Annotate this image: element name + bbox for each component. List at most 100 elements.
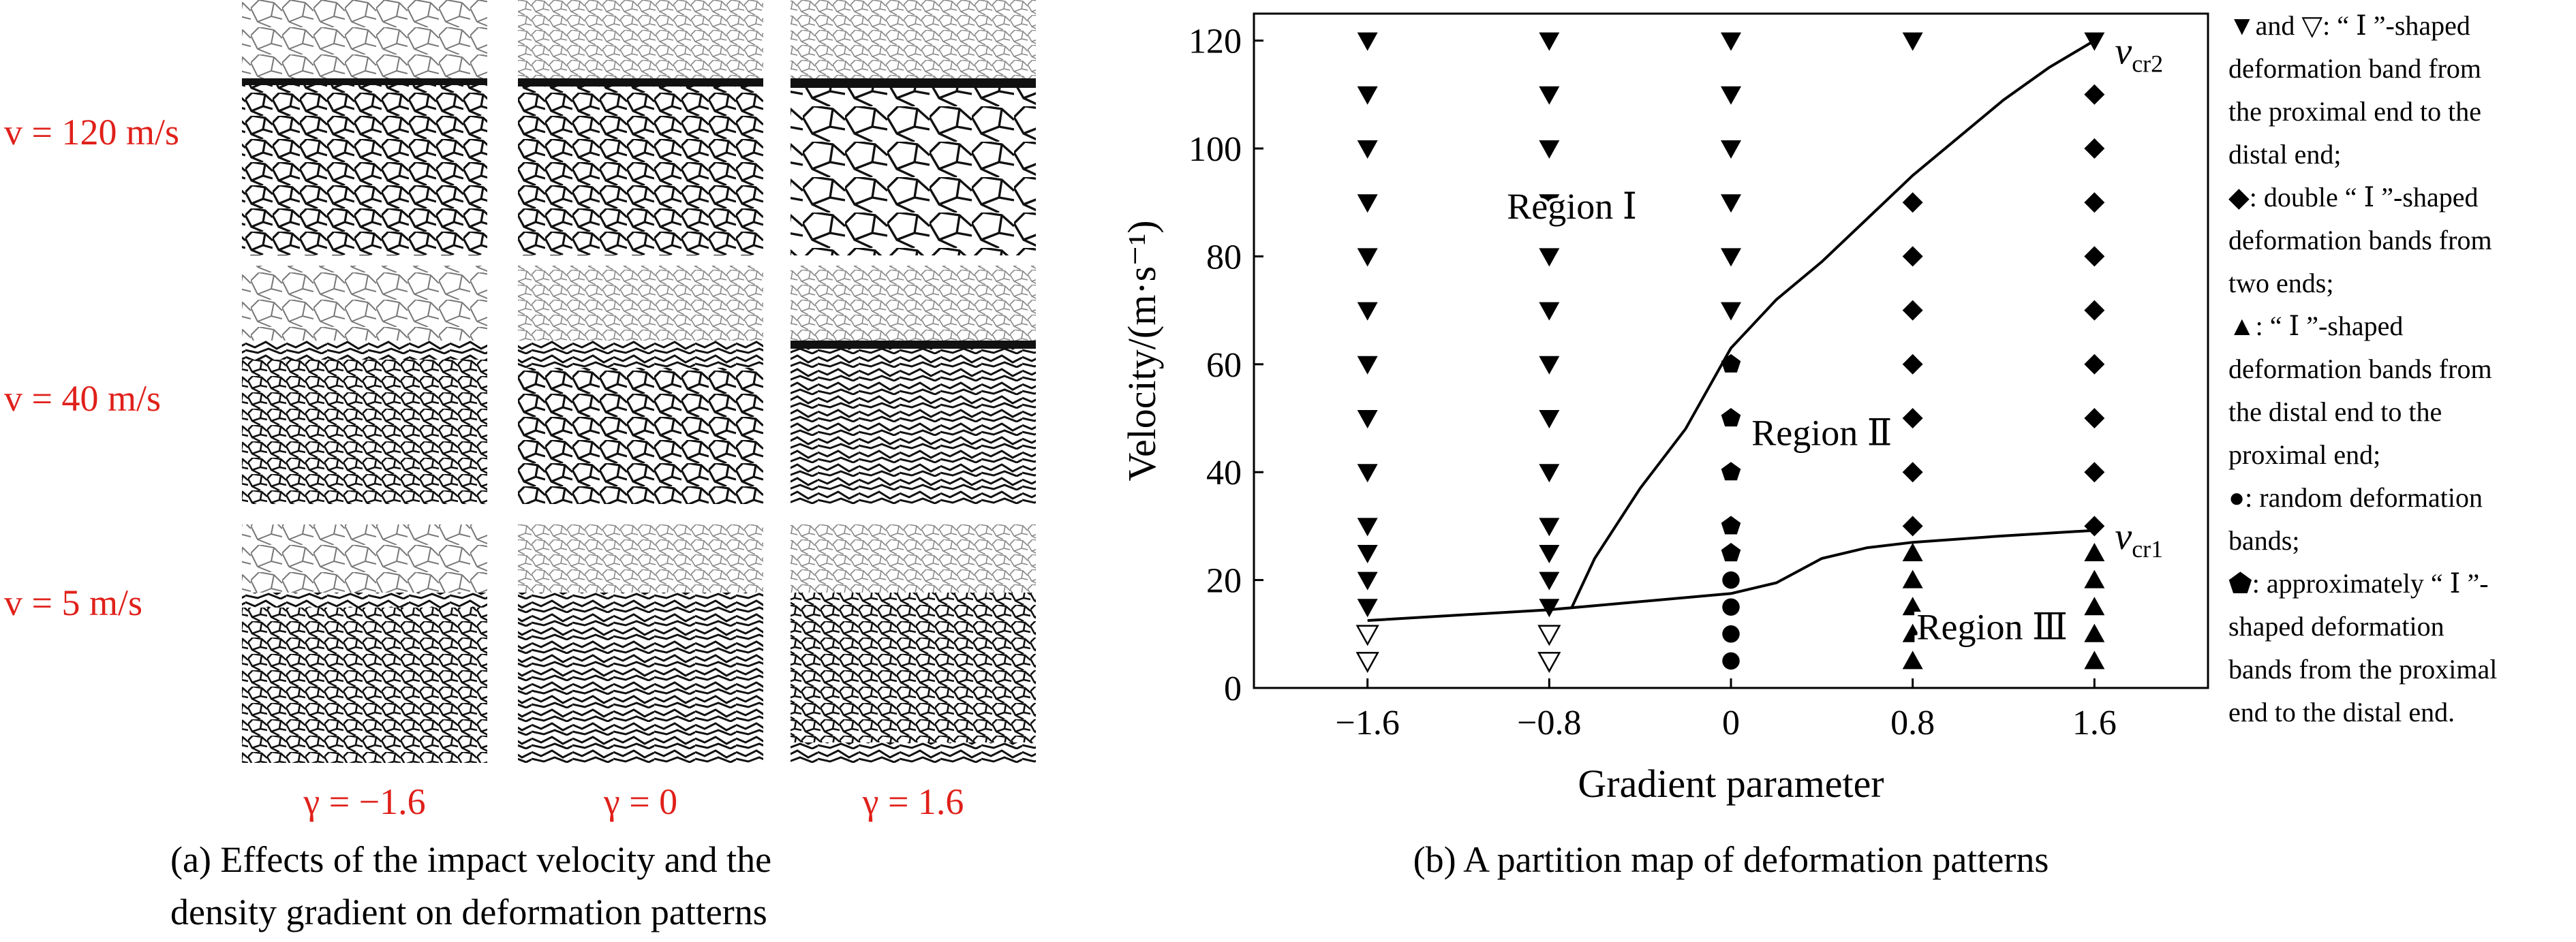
x-tick-label: 0 <box>1722 704 1740 742</box>
data-point-diamond-filled <box>1902 462 1923 483</box>
data-point-triangle-down-filled <box>1721 140 1741 159</box>
data-point-triangle-down-filled <box>1357 86 1378 105</box>
data-point-triangle-down-filled <box>1721 86 1741 105</box>
x-axis-label: Gradient parameter <box>1578 762 1884 806</box>
data-point-triangle-down-filled <box>1539 464 1560 483</box>
data-point-triangle-down-filled <box>1539 356 1560 375</box>
data-point-diamond-filled <box>1902 354 1923 375</box>
data-point-circle-filled <box>1722 598 1740 616</box>
x-tick-label: −0.8 <box>1517 704 1581 742</box>
y-tick-label: 60 <box>1206 346 1242 385</box>
data-point-triangle-down-filled <box>1357 410 1378 428</box>
velocity-labels: v = 120 m/s v = 40 m/s v = 5 m/s <box>4 112 179 623</box>
caption-a-line2: density gradient on deformation patterns <box>170 892 767 932</box>
legend-line: shaped deformation <box>2228 611 2444 642</box>
data-point-diamond-filled <box>2084 516 2105 537</box>
data-point-circle-filled <box>1722 571 1740 589</box>
legend-line: distal end; <box>2228 139 2342 170</box>
data-point-triangle-down-open <box>1537 652 1561 673</box>
region-label: Region Ⅰ <box>1507 186 1637 227</box>
data-point-triangle-up-filled <box>2084 623 2105 642</box>
data-point-pentagon-filled <box>1721 408 1741 427</box>
data-point-triangle-up-filled <box>1902 543 1923 561</box>
data-point-triangle-down-filled <box>2084 32 2105 51</box>
data-point-triangle-down-filled <box>1721 194 1741 213</box>
data-point-triangle-down-filled <box>1357 518 1378 537</box>
data-point-triangle-down-filled <box>1539 302 1560 321</box>
legend-line: the proximal end to the <box>2228 96 2482 127</box>
data-point-diamond-filled <box>2084 300 2105 321</box>
data-point-diamond-filled <box>2084 462 2105 483</box>
legend-line: proximal end; <box>2228 439 2381 470</box>
data-point-triangle-down-filled <box>1357 32 1378 51</box>
data-point-triangle-up-filled <box>2084 543 2105 561</box>
legend-line: ▲: “ Ⅰ ”-shaped <box>2228 311 2404 341</box>
gamma-label-plus: γ = 1.6 <box>862 781 964 822</box>
critical-curve-v_cr1 <box>1367 529 2095 622</box>
data-point-triangle-down-filled <box>1357 571 1378 591</box>
tick-group: −1.6 −0.8 0 0.8 1.6 0 20 40 60 80 100 120 <box>1189 22 2117 742</box>
data-point-triangle-up-filled <box>1902 650 1923 670</box>
data-point-triangle-down-filled <box>1539 571 1560 591</box>
data-point-triangle-down-filled <box>1902 32 1923 51</box>
data-point-triangle-up-filled <box>1902 623 1923 642</box>
data-point-diamond-filled <box>1902 408 1923 428</box>
specimen-row-5 <box>242 524 1036 763</box>
marker-group <box>1355 32 2105 673</box>
y-tick-label: 120 <box>1189 22 1242 61</box>
data-point-circle-filled <box>1722 652 1740 670</box>
x-tick-label: −1.6 <box>1336 704 1400 742</box>
data-point-triangle-down-filled <box>1539 248 1560 267</box>
data-point-diamond-filled <box>2084 246 2105 267</box>
legend-line: ▼and ▽: “ Ⅰ ”-shaped <box>2228 10 2470 41</box>
data-point-pentagon-filled <box>1721 462 1741 481</box>
caption-b: (b) A partition map of deformation patte… <box>1413 839 2049 880</box>
panel-a: v = 120 m/s v = 40 m/s v = 5 m/s <box>4 0 1036 932</box>
specimen-grid <box>242 0 1036 763</box>
y-tick-label: 80 <box>1206 238 1242 277</box>
gamma-labels: γ = −1.6 γ = 0 γ = 1.6 <box>303 781 964 822</box>
curve-label-cr2: vcr2 <box>2115 30 2163 77</box>
data-point-triangle-down-filled <box>1539 410 1560 428</box>
specimen-row-40 <box>242 266 1036 504</box>
data-point-diamond-filled <box>1902 246 1923 267</box>
data-point-triangle-down-filled <box>1357 194 1378 213</box>
data-point-triangle-down-filled <box>1539 545 1560 563</box>
data-point-pentagon-filled <box>1721 354 1741 373</box>
data-point-triangle-down-filled <box>1721 302 1741 321</box>
data-point-diamond-filled <box>2084 354 2105 375</box>
y-tick-label: 100 <box>1189 130 1242 169</box>
legend-line: deformation bands from <box>2228 225 2492 255</box>
curve-group <box>1367 39 2096 622</box>
curve-label-cr1: vcr1 <box>2115 516 2163 563</box>
legend-line: deformation band from <box>2228 53 2481 84</box>
specimen-row-120 <box>242 0 1036 255</box>
caption-a-line1: (a) Effects of the impact velocity and t… <box>170 839 771 880</box>
data-point-triangle-down-filled <box>1357 464 1378 483</box>
data-point-diamond-filled <box>2084 408 2105 428</box>
gamma-label-minus: γ = −1.6 <box>303 781 425 822</box>
data-point-triangle-down-filled <box>1357 356 1378 375</box>
gamma-label-zero: γ = 0 <box>603 781 677 822</box>
data-point-triangle-up-filled <box>1902 597 1923 616</box>
legend-line: deformation bands from <box>2228 354 2492 384</box>
data-point-triangle-down-filled <box>1721 32 1741 51</box>
data-point-triangle-up-filled <box>2084 597 2105 616</box>
data-point-triangle-down-filled <box>1539 518 1560 537</box>
data-point-diamond-filled <box>1902 300 1923 321</box>
data-point-triangle-down-filled <box>1539 86 1560 105</box>
legend-line: ●: random deformation <box>2228 482 2483 513</box>
velocity-label-40: v = 40 m/s <box>4 378 161 419</box>
data-point-triangle-down-filled <box>1357 545 1378 563</box>
y-tick-label: 0 <box>1224 670 1242 708</box>
data-point-diamond-filled <box>2084 84 2105 105</box>
velocity-label-5: v = 5 m/s <box>4 582 142 623</box>
data-point-diamond-filled <box>2084 138 2105 159</box>
data-point-diamond-filled <box>1902 192 1923 213</box>
legend-line: ◆: double “ Ⅰ ”-shaped <box>2228 182 2479 213</box>
y-tick-label: 40 <box>1206 454 1242 492</box>
data-point-circle-filled <box>1722 625 1740 643</box>
data-point-triangle-down-filled <box>1357 599 1378 618</box>
data-point-triangle-down-filled <box>1721 248 1741 267</box>
